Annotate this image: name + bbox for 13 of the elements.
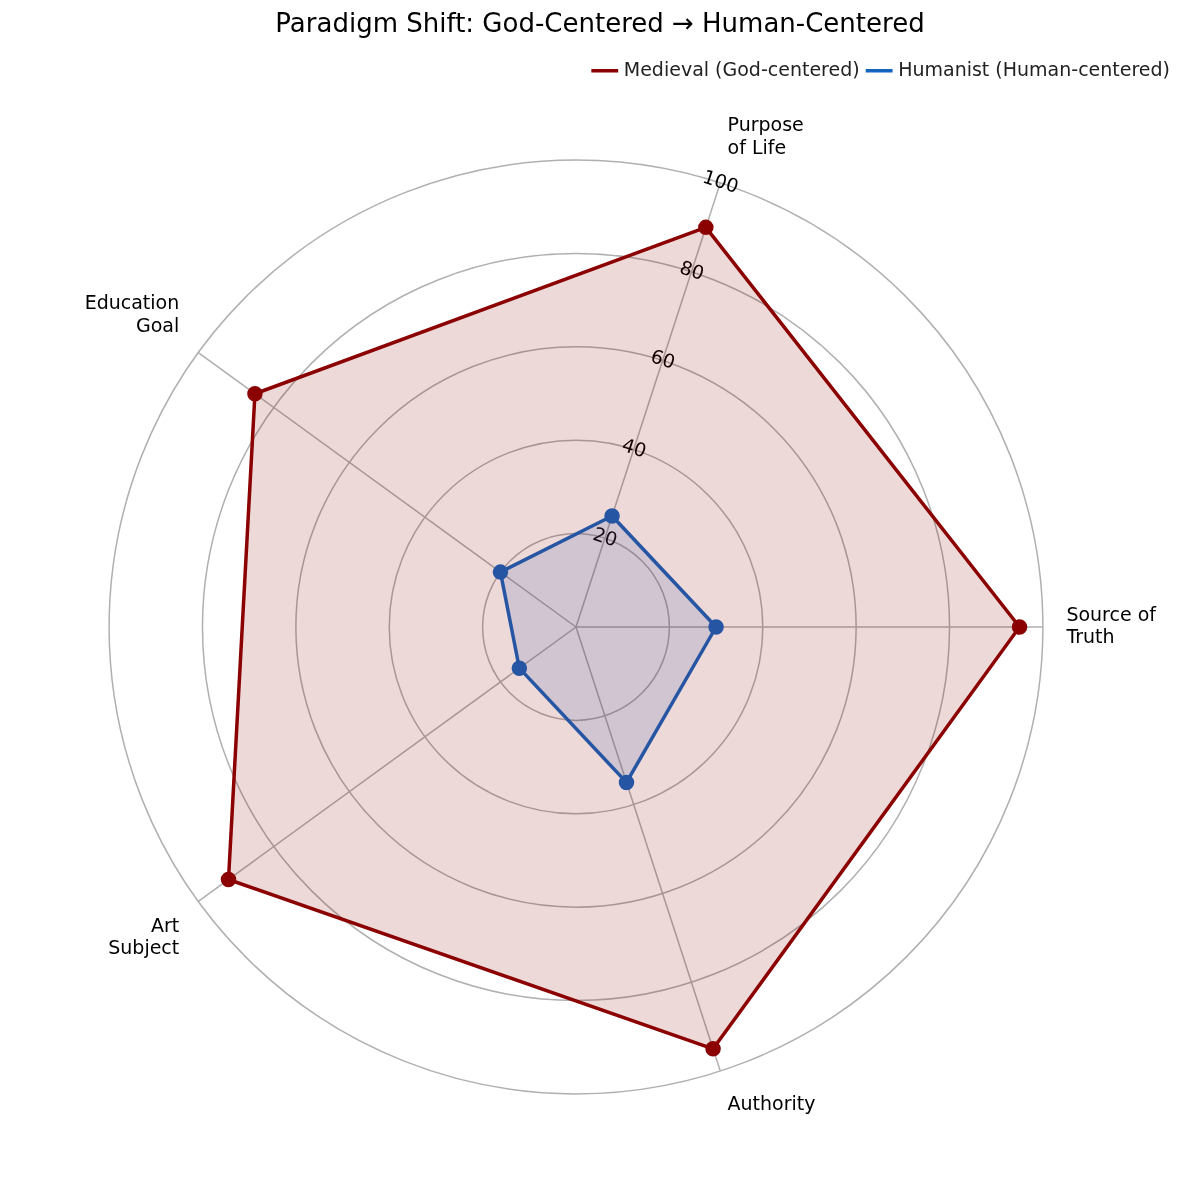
y-tick-label: 20 (590, 522, 621, 551)
spoke-label: Source of Truth (1065, 602, 1158, 648)
y-tick-label: 100 (700, 164, 742, 198)
chart-title: Paradigm Shift: God-Centered → Human-Centered (275, 8, 925, 39)
legend-label: Medieval (God-centered) (623, 57, 860, 80)
legend-label: Humanist (Human-centered) (898, 57, 1171, 80)
spoke-label: Education Goal (84, 291, 180, 337)
spoke-label: Art Subject (108, 913, 180, 959)
y-tick-label: 60 (648, 344, 679, 373)
spoke-label: Purpose of Life (727, 113, 804, 159)
spoke-label: Authority (727, 1091, 816, 1114)
y-tick-label: 40 (619, 433, 650, 462)
y-tick-label: 80 (677, 255, 707, 285)
